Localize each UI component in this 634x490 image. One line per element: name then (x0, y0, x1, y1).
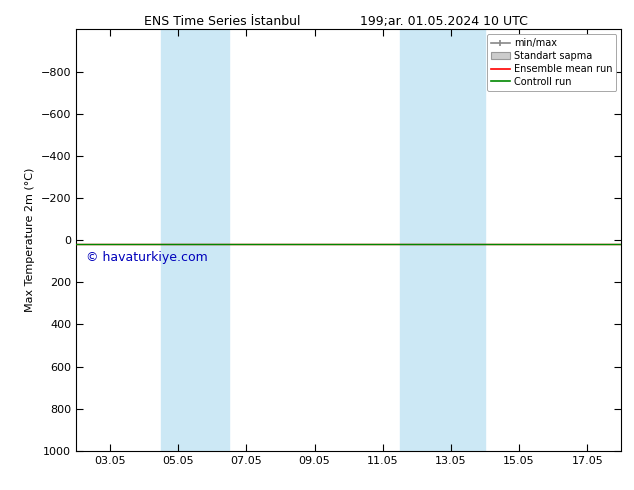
Legend: min/max, Standart sapma, Ensemble mean run, Controll run: min/max, Standart sapma, Ensemble mean r… (487, 34, 616, 91)
Y-axis label: Max Temperature 2m (°C): Max Temperature 2m (°C) (25, 168, 35, 312)
Text: ENS Time Series İstanbul: ENS Time Series İstanbul (144, 15, 300, 28)
Text: 199;ar. 01.05.2024 10 UTC: 199;ar. 01.05.2024 10 UTC (360, 15, 527, 28)
Text: © havaturkiye.com: © havaturkiye.com (86, 251, 208, 264)
Bar (161, 29, 230, 451)
Bar (400, 29, 485, 451)
